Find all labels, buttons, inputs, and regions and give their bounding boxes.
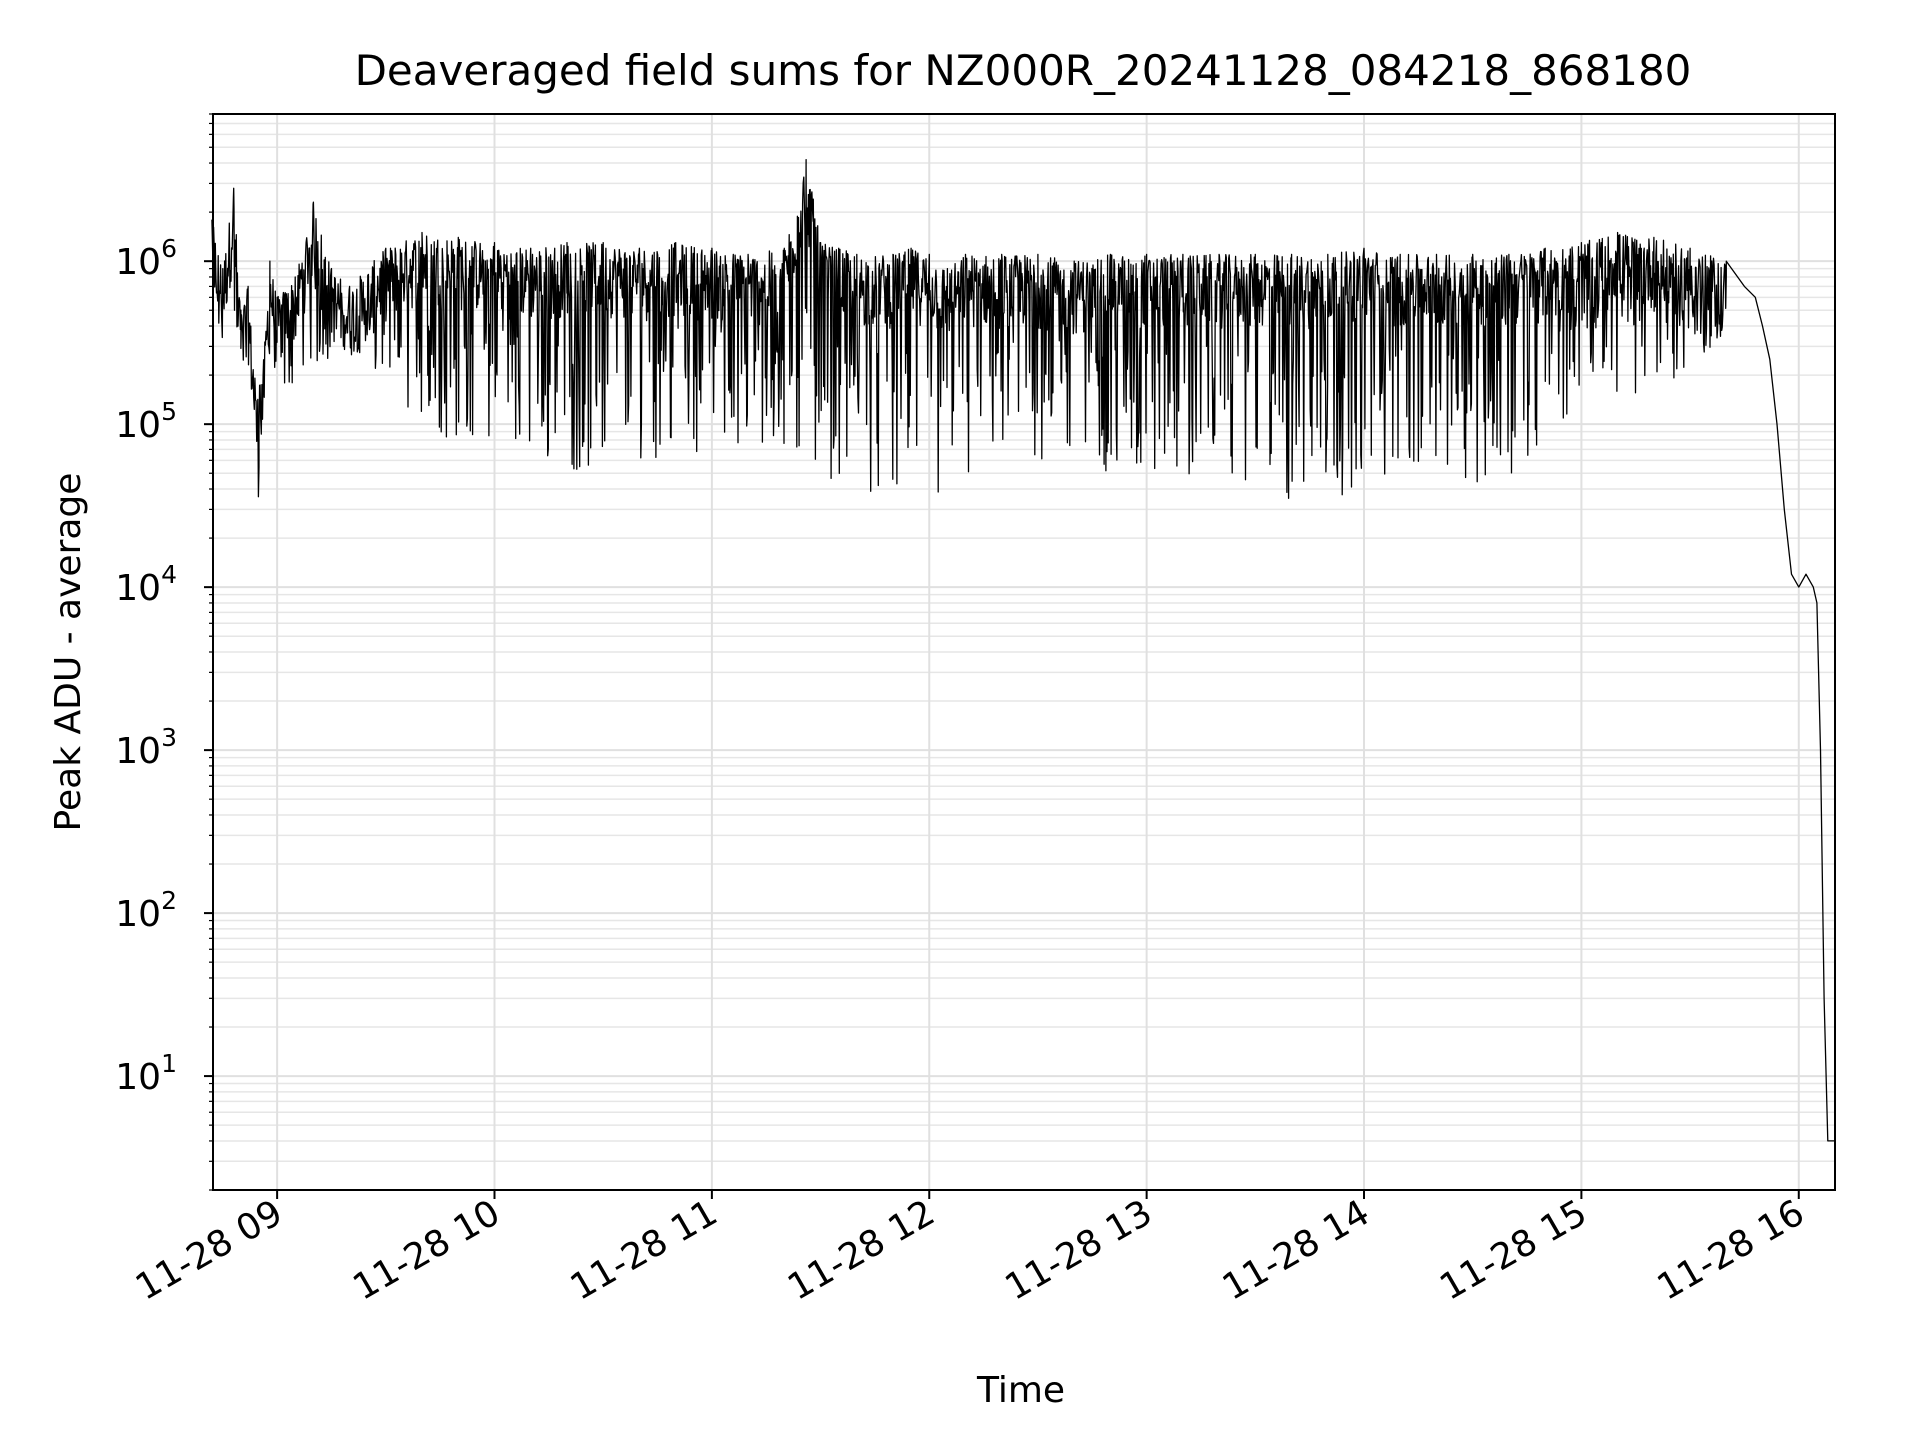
y-tick-label: 101: [115, 1049, 177, 1098]
y-tick-label: 105: [115, 397, 177, 446]
series-line: [211, 158, 1835, 1142]
y-tick-label: 103: [115, 723, 177, 772]
chart-title: Deaveraged field sums for NZ000R_2024112…: [355, 46, 1692, 95]
series-layer: [211, 158, 1835, 1142]
x-axis-label: Time: [976, 1370, 1065, 1411]
y-tick-label: 102: [115, 886, 177, 935]
y-tick-label: 106: [115, 234, 177, 283]
y-axis-label: Peak ADU - average: [48, 473, 89, 832]
y-tick-label: 104: [115, 560, 177, 609]
